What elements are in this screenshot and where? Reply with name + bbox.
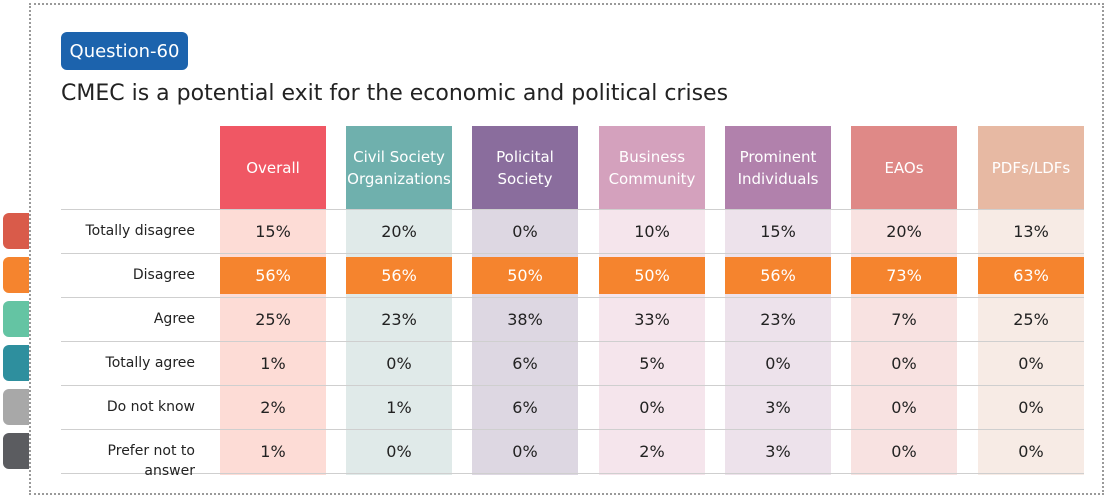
row-divider bbox=[61, 429, 1084, 430]
column-header: Civil Society Organizations bbox=[346, 126, 452, 209]
row-divider bbox=[61, 209, 1084, 210]
row-highlight bbox=[851, 257, 957, 294]
row-divider bbox=[61, 297, 1084, 298]
table-cell: 3% bbox=[765, 442, 791, 461]
table-cell: 6% bbox=[512, 354, 538, 373]
table-cell: 0% bbox=[891, 442, 917, 461]
table-cell: 1% bbox=[260, 354, 286, 373]
table-cell: 0% bbox=[512, 442, 538, 461]
row-highlight bbox=[978, 257, 1084, 294]
row-label: Totally agree bbox=[105, 355, 195, 371]
side-tab-6 bbox=[3, 433, 29, 469]
row-highlight bbox=[599, 257, 705, 294]
column-fill bbox=[851, 209, 957, 475]
table-cell: 3% bbox=[765, 398, 791, 417]
table-cell: 73% bbox=[886, 266, 922, 285]
card-frame bbox=[29, 3, 1104, 495]
table-cell: 25% bbox=[1013, 310, 1049, 329]
table-cell: 15% bbox=[255, 222, 291, 241]
column-fill bbox=[599, 209, 705, 475]
table-cell: 20% bbox=[381, 222, 417, 241]
table-cell: 2% bbox=[260, 398, 286, 417]
table-cell: 56% bbox=[381, 266, 417, 285]
page-title: CMEC is a potential exit for the economi… bbox=[61, 81, 729, 106]
table-cell: 0% bbox=[891, 398, 917, 417]
row-label: Agree bbox=[153, 311, 195, 327]
row-divider bbox=[61, 473, 1084, 474]
table-cell: 20% bbox=[886, 222, 922, 241]
table-cell: 38% bbox=[507, 310, 543, 329]
column-fill bbox=[725, 209, 831, 475]
table-cell: 0% bbox=[891, 354, 917, 373]
column-header: Business Community bbox=[599, 126, 705, 209]
column-fill bbox=[978, 209, 1084, 475]
row-divider bbox=[61, 253, 1084, 254]
table-cell: 7% bbox=[891, 310, 917, 329]
table-cell: 0% bbox=[1018, 442, 1044, 461]
side-tab-5 bbox=[3, 389, 29, 425]
table-cell: 0% bbox=[512, 222, 538, 241]
row-label: Disagree bbox=[132, 267, 195, 283]
table-cell: 1% bbox=[386, 398, 412, 417]
row-label: Totally disagree bbox=[85, 223, 195, 239]
table-cell: 0% bbox=[1018, 354, 1044, 373]
table-cell: 15% bbox=[760, 222, 796, 241]
table-cell: 50% bbox=[507, 266, 543, 285]
column-header: Policital Society bbox=[472, 126, 578, 209]
table-cell: 23% bbox=[381, 310, 417, 329]
table-cell: 13% bbox=[1013, 222, 1049, 241]
row-highlight bbox=[220, 257, 326, 294]
column-header: PDFs/LDFs bbox=[978, 126, 1084, 209]
row-highlight bbox=[472, 257, 578, 294]
row-highlight bbox=[725, 257, 831, 294]
table-cell: 0% bbox=[386, 442, 412, 461]
side-tab-4 bbox=[3, 345, 29, 381]
table-cell: 25% bbox=[255, 310, 291, 329]
table-cell: 33% bbox=[634, 310, 670, 329]
table-cell: 1% bbox=[260, 442, 286, 461]
table-cell: 63% bbox=[1013, 266, 1049, 285]
side-tab-2 bbox=[3, 257, 29, 293]
table-cell: 5% bbox=[639, 354, 665, 373]
table-cell: 0% bbox=[1018, 398, 1044, 417]
table-cell: 2% bbox=[639, 442, 665, 461]
side-tab-3 bbox=[3, 301, 29, 337]
question-badge: Question-60 bbox=[61, 32, 188, 70]
table-cell: 56% bbox=[255, 266, 291, 285]
column-fill bbox=[346, 209, 452, 475]
column-header: EAOs bbox=[851, 126, 957, 209]
table-cell: 6% bbox=[512, 398, 538, 417]
table-cell: 10% bbox=[634, 222, 670, 241]
row-label: Do not know bbox=[106, 399, 195, 415]
row-label: Prefer not to answer bbox=[107, 443, 195, 479]
table-cell: 56% bbox=[760, 266, 796, 285]
column-fill bbox=[220, 209, 326, 475]
row-divider bbox=[61, 385, 1084, 386]
table-cell: 0% bbox=[386, 354, 412, 373]
row-highlight bbox=[346, 257, 452, 294]
table-cell: 50% bbox=[634, 266, 670, 285]
row-divider bbox=[61, 341, 1084, 342]
table-cell: 0% bbox=[765, 354, 791, 373]
column-fill bbox=[472, 209, 578, 475]
table-cell: 23% bbox=[760, 310, 796, 329]
column-header: Prominent Individuals bbox=[725, 126, 831, 209]
column-header: Overall bbox=[220, 126, 326, 209]
table-cell: 0% bbox=[639, 398, 665, 417]
side-tab-1 bbox=[3, 213, 29, 249]
